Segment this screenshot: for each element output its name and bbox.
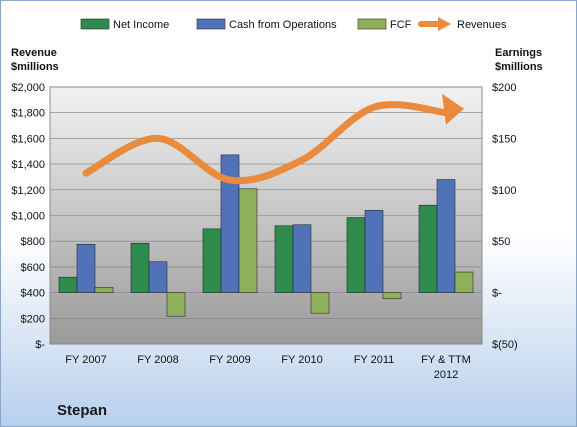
legend-label: Revenues [457,19,507,31]
right-tick-label: $200 [492,82,516,94]
bar-net-income [58,276,78,293]
x-tick-label: FY 2009 [209,354,250,366]
bar-net-income [274,225,294,293]
left-tick-label: $1,800 [11,108,45,120]
left-tick-label: $1,200 [11,185,45,197]
left-tick-label: $1,600 [11,133,45,145]
bar-cash-from-operations [364,210,384,293]
x-axis-labels: FY 2007 FY 2008 FY 2009 FY 2010 FY 2011 FY & … [65,354,471,381]
legend-label: Net Income [113,19,169,31]
legend-item: Cash from Operations [196,18,337,31]
left-tick-label: $600 [21,262,45,274]
revenue-curve [82,101,450,185]
left-tick-label: $800 [21,236,45,248]
legend-swatch [196,18,226,30]
legend-swatch [80,18,110,30]
legend-swatch [357,18,387,30]
left-axis-title-line1: Revenue [11,47,57,59]
company-name: Stepan [57,402,107,419]
bar-fcf [454,271,474,293]
right-tick-label: $(50) [492,339,518,351]
right-tick-label: $100 [492,185,516,197]
gridlines [50,86,482,345]
right-axis-title-line2: $millions [495,61,543,73]
legend-arrow-head [438,17,451,31]
bar-cash-from-operations [436,179,456,293]
x-tick-label: 2012 [434,369,458,381]
axis-titles: Revenue $millions Earnings $millions [11,47,543,73]
bar-fcf [382,292,402,300]
x-tick-label: FY 2007 [65,354,106,366]
x-tick-label: FY & TTM [421,354,471,366]
bar-cash-from-operations [292,224,312,293]
bar-net-income [346,217,366,293]
right-axis-title-line1: Earnings [495,47,542,59]
right-axis-ticks: $(50) $- $50 $100 $150 $200 [492,82,518,351]
x-tick-label: FY 2010 [281,354,322,366]
right-tick-label: $- [492,288,502,300]
bar-fcf [166,292,186,317]
left-tick-label: $1,400 [11,159,45,171]
bar-fcf [94,287,114,293]
left-axis-ticks: $- $200 $400 $600 $800 $1,000 $1,200 $1,400 $1,6… [11,82,45,351]
bar-cash-from-operations [76,243,96,293]
revenue-arrowhead [442,93,464,125]
right-tick-label: $150 [492,133,516,145]
revenue-line [82,93,464,185]
left-tick-label: $1,000 [11,211,45,223]
left-tick-label: $- [35,339,45,351]
bar-net-income [130,242,150,293]
bar-fcf [238,188,258,293]
left-tick-label: $200 [21,313,45,325]
legend-label: FCF [390,19,412,31]
legend-item: Revenues [418,17,507,31]
legend-item: FCF [357,18,412,31]
right-tick-label: $50 [492,236,510,248]
bar-fcf [310,292,330,314]
legend: Net Income Cash from Operations FCF Revenue… [80,17,507,31]
left-tick-label: $400 [21,288,45,300]
bar-net-income [418,204,438,293]
legend-item: Net Income [80,18,169,31]
bars [58,154,474,317]
left-axis-title-line2: $millions [11,61,59,73]
left-tick-label: $2,000 [11,82,45,94]
bar-cash-from-operations [148,261,168,293]
bar-net-income [202,228,222,293]
x-tick-label: FY 2011 [354,354,395,366]
x-tick-label: FY 2008 [137,354,178,366]
legend-label: Cash from Operations [229,19,337,31]
